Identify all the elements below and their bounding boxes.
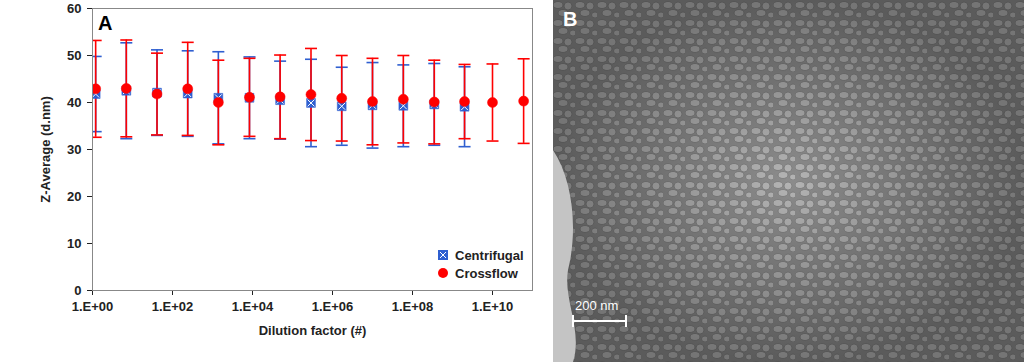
svg-text:1.E+00: 1.E+00 — [72, 299, 114, 314]
html-text:A: A — [98, 12, 113, 34]
svg-text:10: 10 — [67, 236, 81, 251]
svg-text:1.E+10: 1.E+10 — [472, 299, 514, 314]
svg-text:20: 20 — [67, 189, 81, 204]
svg-text:50: 50 — [67, 48, 81, 63]
svg-text:Dilution factor (#): Dilution factor (#) — [259, 323, 367, 338]
svg-text:1.E+08: 1.E+08 — [392, 299, 434, 314]
svg-text:1.E+06: 1.E+06 — [312, 299, 354, 314]
svg-text:0: 0 — [74, 283, 81, 298]
svg-text:30: 30 — [67, 142, 81, 157]
html-text:Crossflow: Crossflow — [455, 265, 518, 281]
svg-text:1.E+04: 1.E+04 — [232, 299, 274, 314]
svg-text:60: 60 — [67, 1, 81, 16]
svg-text:200 nm: 200 nm — [575, 298, 618, 313]
svg-text:B: B — [563, 8, 577, 30]
svg-text:Z-Average (d.nm): Z-Average (d.nm) — [38, 96, 53, 202]
svg-text:1.E+02: 1.E+02 — [152, 299, 194, 314]
html-text:Centrifugal: Centrifugal — [455, 247, 524, 263]
svg-text:40: 40 — [67, 95, 81, 110]
